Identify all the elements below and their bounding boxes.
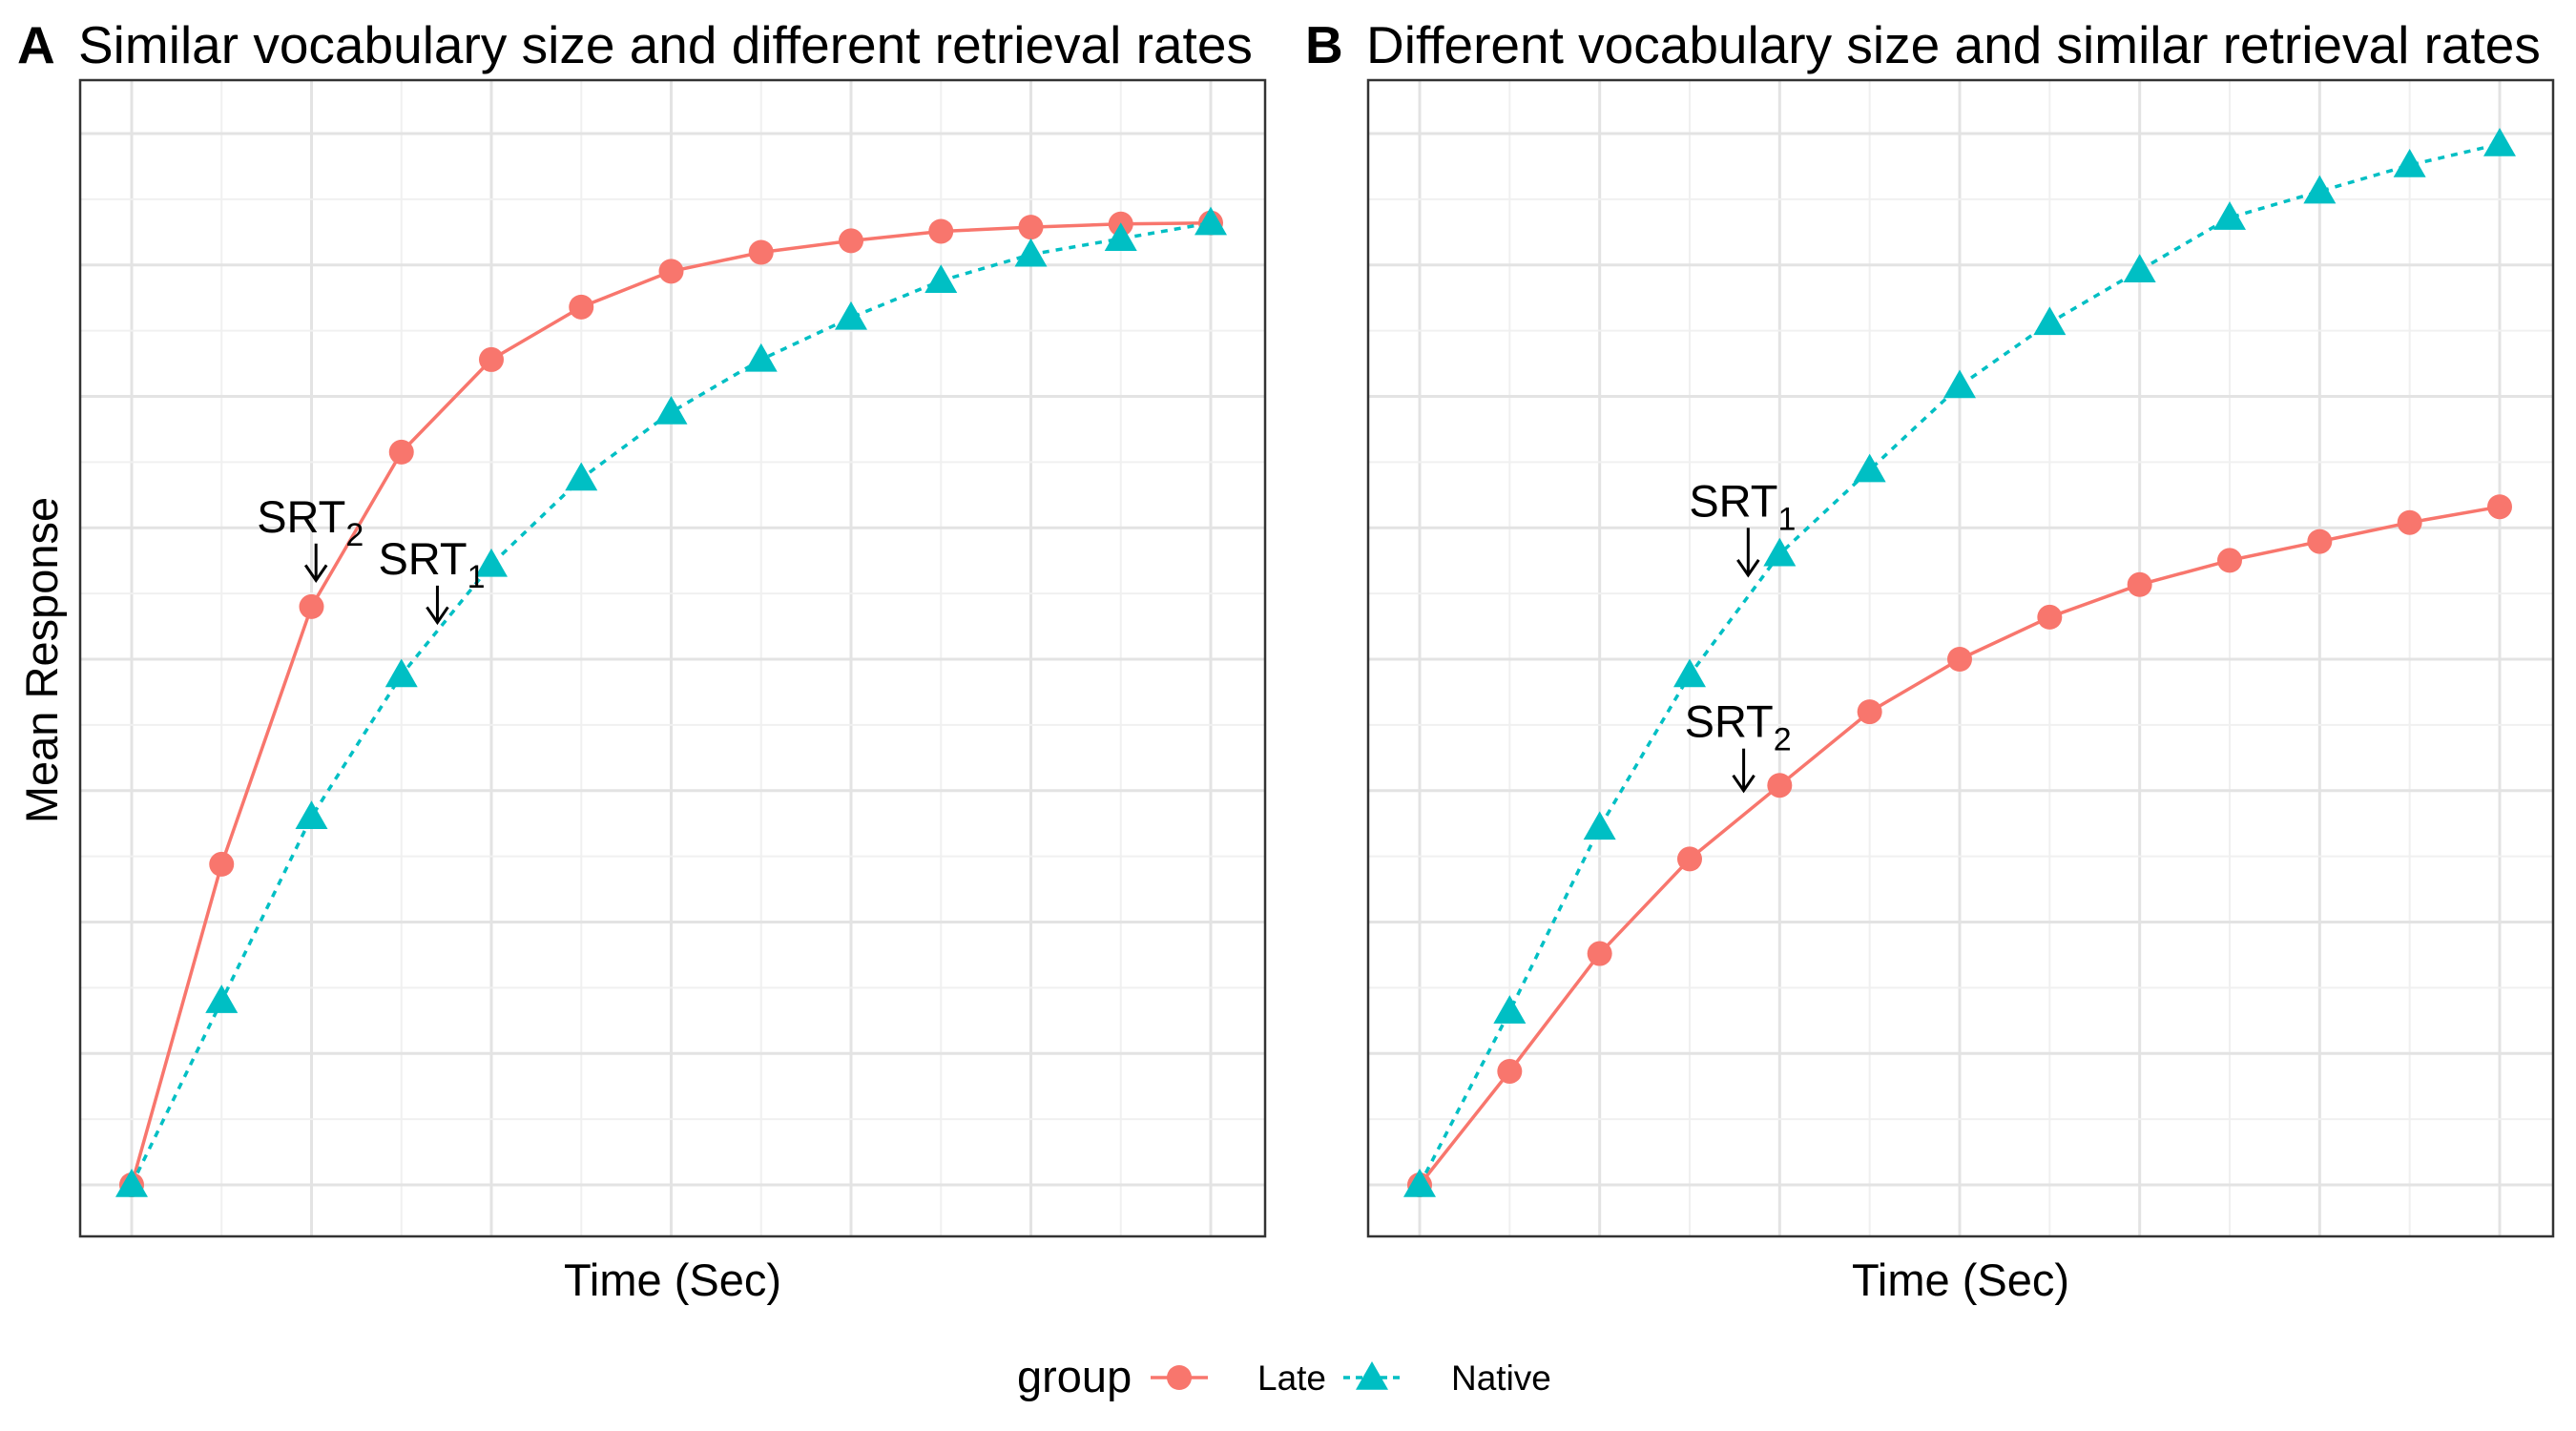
panel-b-series-native-point bbox=[2393, 149, 2426, 177]
panel-a-series-native-point bbox=[475, 548, 508, 577]
panel-a-plot-area: SRT2 SRT1 bbox=[78, 78, 1267, 1238]
panel-b-series-late-point bbox=[1857, 699, 1882, 725]
panel-a-series-native-point bbox=[295, 800, 328, 830]
panel-b-series-late-point bbox=[1497, 1058, 1523, 1084]
panel-b-series-native-point bbox=[2123, 254, 2156, 283]
panel-a-series-late-point bbox=[658, 259, 684, 284]
panel-a-x-axis-title: Time (Sec) bbox=[564, 1255, 781, 1305]
panel-b-series-native-point bbox=[1403, 1169, 1436, 1197]
panel-a-series-late-point bbox=[839, 228, 863, 254]
panel-a-series-native-point bbox=[835, 301, 867, 330]
panel-b-series-native-point bbox=[2483, 128, 2516, 156]
legend-keys bbox=[1151, 1361, 1401, 1390]
panel-a-series-late-point bbox=[388, 439, 414, 465]
panel-a-series-native-point bbox=[1104, 222, 1137, 251]
panel-a-series-native-point bbox=[1014, 238, 1048, 267]
panel-b-x-axis-title: Time (Sec) bbox=[1852, 1255, 2069, 1305]
legend-label-late: Late bbox=[1257, 1358, 1326, 1398]
panel-b-series-late-point bbox=[1947, 647, 1972, 672]
panel-a-series-native-point bbox=[384, 658, 418, 688]
panel-a-series-late-point bbox=[1018, 215, 1044, 240]
legend-label-native: Native bbox=[1451, 1358, 1551, 1398]
panel-a-annotation-srt2-arrow-head bbox=[303, 564, 328, 583]
panel-b-series-native-point bbox=[2213, 201, 2246, 230]
panel-b-series-native-point bbox=[2033, 306, 2067, 336]
panel-b-series-native-point bbox=[1673, 658, 1706, 688]
panel-a-series-late-point bbox=[479, 346, 504, 372]
panel-b-series-late-point bbox=[2487, 494, 2512, 520]
panel-a-tag: A bbox=[17, 15, 55, 74]
panel-b-series-native-point bbox=[1763, 537, 1797, 567]
panel-b-border bbox=[1366, 78, 2555, 1238]
panel-b-annotation-srt1-arrow-head bbox=[1736, 558, 1760, 578]
panel-b-series-late-point bbox=[2307, 529, 2333, 554]
panel-b-series-late-point bbox=[1587, 941, 1612, 966]
panel-b-series-native-point bbox=[1943, 369, 1976, 399]
panel-b-title: Different vocabulary size and similar re… bbox=[1366, 15, 2541, 74]
panel-a-series-native-point bbox=[205, 985, 239, 1013]
legend-key-native-marker bbox=[1356, 1361, 1388, 1390]
panel-b-series-native-point bbox=[1493, 995, 1527, 1024]
panel-a-title: Similar vocabulary size and different re… bbox=[78, 15, 1253, 74]
legend-title: group bbox=[1017, 1351, 1132, 1401]
panel-a-y-axis-title: Mean Response bbox=[16, 497, 67, 823]
panel-b: B Different vocabulary size and similar … bbox=[1305, 15, 2555, 1305]
panel-b-series-late-point bbox=[2037, 604, 2063, 630]
panel-a-series-native-point bbox=[924, 264, 958, 294]
panel-a-series-native-point bbox=[654, 396, 688, 425]
panel-a: A Similar vocabulary size and different … bbox=[16, 15, 1267, 1305]
panel-b-series-late-point bbox=[2217, 548, 2242, 573]
panel-b-annotation-srt2-arrow-head bbox=[1732, 774, 1755, 794]
panel-a-series-late-point bbox=[299, 593, 324, 619]
panel-b-series-native-point bbox=[1853, 453, 1886, 483]
panel-a-series-late-point bbox=[928, 218, 954, 244]
panel-b-series-late-point bbox=[1767, 773, 1793, 798]
panel-a-series-native-point bbox=[1195, 206, 1227, 236]
panel-a-annotation-srt1-arrow-head bbox=[426, 606, 449, 626]
panel-b-series-late-point bbox=[2397, 509, 2422, 535]
panel-a-series-late-point bbox=[209, 851, 235, 877]
panel-a-border bbox=[78, 78, 1267, 1238]
panel-b-series-native-point bbox=[2303, 175, 2337, 204]
legend: group Late Native bbox=[1017, 1351, 1551, 1401]
panel-b-tag: B bbox=[1305, 15, 1343, 74]
legend-key-late-marker bbox=[1167, 1365, 1192, 1390]
panel-b-series-late-point bbox=[1677, 846, 1702, 872]
panel-b-series-late-point bbox=[2127, 571, 2152, 597]
panel-a-series-native-point bbox=[115, 1169, 148, 1197]
panel-a-series-late-point bbox=[748, 239, 774, 265]
panel-a-series-native-point bbox=[744, 342, 778, 372]
panel-a-series-late-point bbox=[569, 294, 594, 320]
panel-b-series-native-point bbox=[1583, 811, 1616, 840]
panel-a-series-native-point bbox=[565, 462, 598, 491]
